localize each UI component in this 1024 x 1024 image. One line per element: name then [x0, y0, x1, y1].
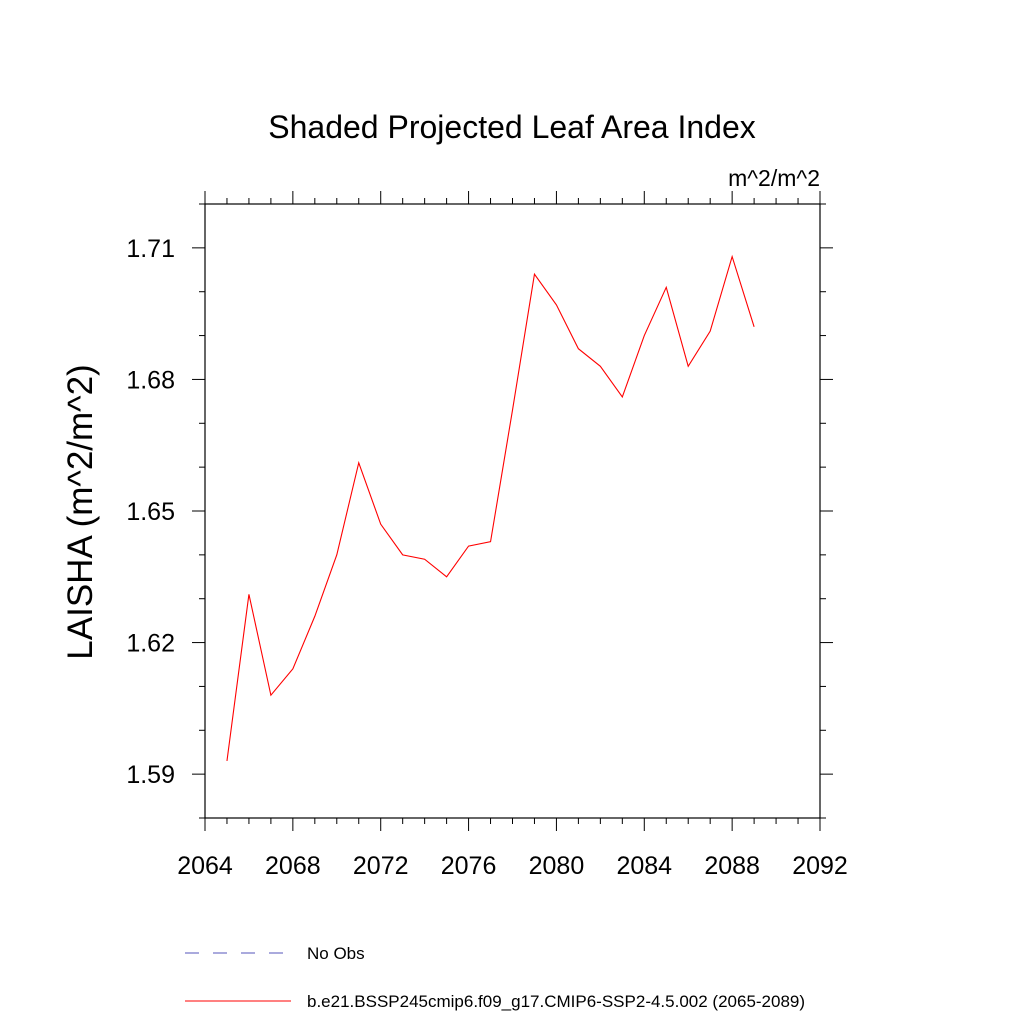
x-tick-label: 2076 [441, 852, 497, 880]
legend-label-no-obs: No Obs [307, 944, 365, 963]
y-tick-label: 1.68 [126, 366, 175, 394]
y-tick-label: 1.65 [126, 498, 175, 526]
legend-label-model-run: b.e21.BSSP245cmip6.f09_g17.CMIP6-SSP2-4.… [307, 992, 805, 1011]
plot-frame [204, 203, 821, 819]
x-tick-label: 2088 [704, 852, 760, 880]
y-tick-label: 1.71 [126, 235, 175, 263]
y-tick-label: 1.59 [126, 761, 175, 789]
x-tick-label: 2064 [177, 852, 233, 880]
y-axis-label: LAISHA (m^2/m^2) [61, 364, 100, 659]
axis-ticks [192, 191, 833, 831]
series-line [226, 254, 755, 762]
series-layer [226, 254, 755, 762]
x-tick-label: 2084 [616, 852, 672, 880]
x-tick-label: 2068 [265, 852, 321, 880]
chart-title: Shaded Projected Leaf Area Index [268, 109, 755, 145]
tick-labels: 2064 2068 2072 2076 2080 2084 2088 2092 1.59 1.62… [126, 235, 847, 880]
x-tick-label: 2072 [353, 852, 409, 880]
legend: No Obs b.e21.BSSP245cmip6.f09_g17.CMIP6-… [185, 944, 805, 1011]
units-label: m^2/m^2 [728, 165, 820, 191]
y-tick-label: 1.62 [126, 630, 175, 658]
x-tick-label: 2092 [792, 852, 848, 880]
x-tick-label: 2080 [529, 852, 585, 880]
